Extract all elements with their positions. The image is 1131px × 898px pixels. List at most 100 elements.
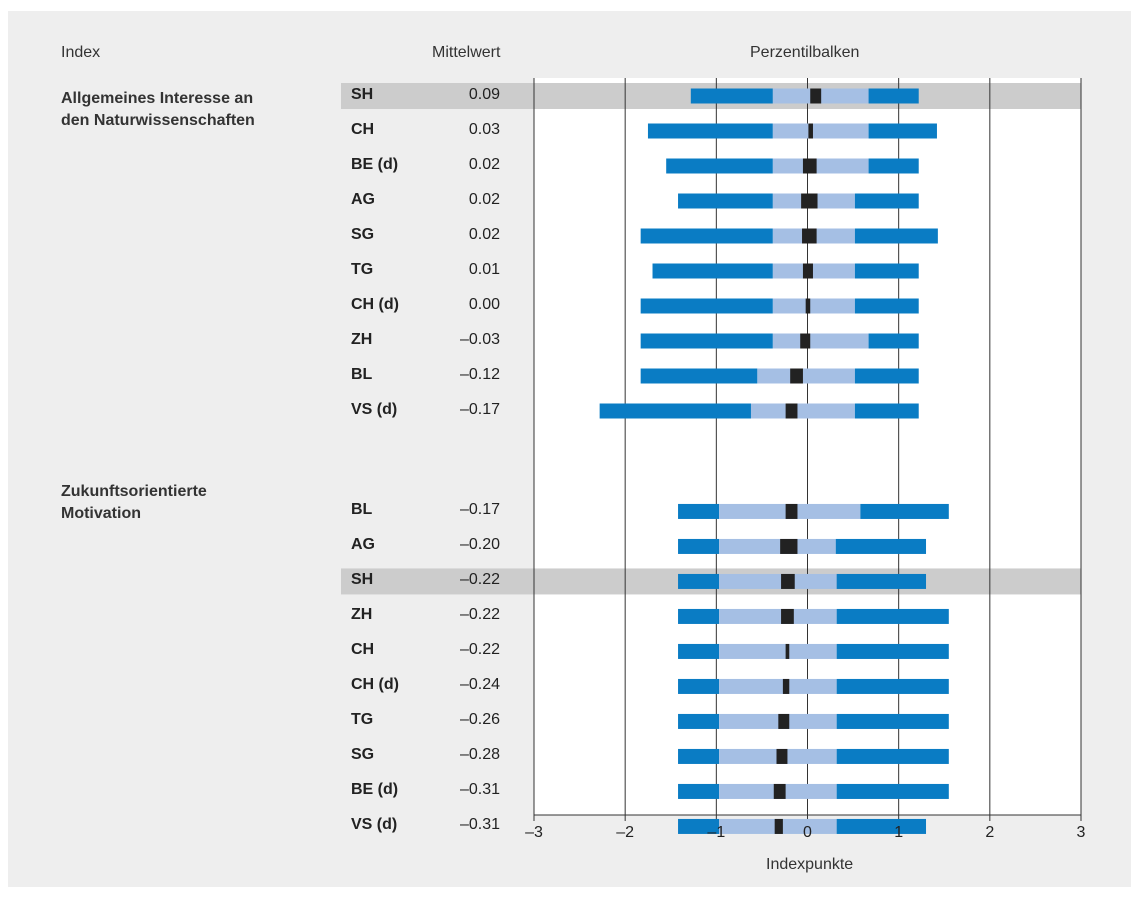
row-mean-value: 0.00: [468, 296, 500, 313]
row-mean-value: –0.22: [459, 571, 500, 589]
row-code: ZH: [351, 606, 373, 624]
x-tick-label: –3: [525, 824, 543, 841]
bar-p25-p75: [719, 573, 837, 589]
mean-marker: [780, 538, 798, 554]
mean-marker: [802, 158, 817, 174]
bar-p25-p75: [750, 403, 855, 419]
row-mean-value: –0.28: [459, 746, 500, 764]
mean-marker: [785, 503, 798, 519]
bar-p75-p95: [835, 538, 927, 554]
row-mean-value: –0.24: [459, 676, 500, 694]
mean-marker: [785, 643, 790, 659]
x-axis-label: Indexpunkte: [766, 856, 854, 873]
row-code: CH: [351, 121, 375, 138]
x-tick-label: 2: [985, 824, 995, 841]
group-label-motivation-line-1: Zukunftsorientierte: [61, 483, 207, 500]
row-mean-value: –0.31: [459, 781, 500, 799]
bar-p75-p95: [836, 573, 927, 589]
mean-marker: [801, 193, 818, 209]
mean-marker: [778, 713, 790, 729]
bar-p75-p95: [836, 678, 949, 694]
x-tick-label: –2: [616, 824, 635, 841]
bar-p25-p75: [772, 298, 855, 314]
mean-header: Mittelwert: [432, 44, 501, 61]
row-code: VS (d): [351, 401, 398, 418]
bar-p5-p25: [678, 818, 720, 834]
bar-p75-p95: [868, 88, 919, 104]
row-code: BE (d): [351, 156, 399, 173]
row-code: BL: [351, 366, 373, 383]
row-mean-value: –0.22: [459, 606, 500, 624]
row-code: CH (d): [351, 676, 399, 694]
row-mean-value: 0.09: [468, 86, 500, 103]
row-mean-value: –0.17: [459, 501, 500, 519]
row-mean-value: 0.02: [468, 226, 500, 243]
bar-p75-p95: [854, 193, 919, 209]
mean-marker: [785, 403, 798, 419]
bar-p5-p25: [640, 333, 773, 349]
row-code: SH: [351, 571, 374, 589]
mean-marker: [800, 333, 811, 349]
row-mean-value: 0.02: [468, 191, 500, 208]
bar-p75-p95: [836, 643, 949, 659]
mean-marker: [805, 298, 811, 314]
bar-p25-p75: [757, 368, 855, 384]
bar-p5-p25: [640, 298, 773, 314]
bar-p25-p75: [719, 608, 837, 624]
bar-p75-p95: [836, 818, 927, 834]
row-mean-value: 0.01: [468, 261, 500, 278]
mean-marker: [790, 368, 803, 384]
bar-p25-p75: [719, 643, 837, 659]
bar-p25-p75: [772, 263, 855, 279]
row-code: AG: [351, 536, 375, 554]
bar-p5-p25: [678, 748, 720, 764]
bar-p5-p25: [640, 228, 773, 244]
row-mean-value: –0.12: [459, 366, 500, 383]
bar-p75-p95: [868, 123, 937, 139]
mean-marker: [773, 783, 786, 799]
mean-marker: [774, 818, 783, 834]
bar-p5-p25: [678, 678, 720, 694]
row-code: CH (d): [351, 296, 399, 313]
bar-p5-p25: [678, 573, 720, 589]
x-tick-label: –1: [707, 824, 726, 841]
row-code: BL: [351, 501, 373, 519]
bar-p75-p95: [836, 608, 949, 624]
mean-marker: [781, 608, 794, 624]
bar-p5-p25: [640, 368, 758, 384]
x-tick-label: 3: [1076, 824, 1086, 841]
bar-p5-p25: [652, 263, 773, 279]
bar-p5-p25: [678, 608, 720, 624]
row-code: ZH: [351, 331, 373, 348]
bar-p75-p95: [868, 158, 919, 174]
row-code: AG: [351, 191, 375, 208]
bar-p5-p25: [666, 158, 773, 174]
row-mean-value: –0.22: [459, 641, 500, 659]
bar-p5-p25: [678, 503, 720, 519]
row-mean-value: –0.17: [459, 401, 500, 418]
row-mean-value: –0.26: [459, 711, 500, 729]
bar-p75-p95: [854, 228, 938, 244]
row-code: CH: [351, 641, 375, 659]
mean-marker: [802, 263, 813, 279]
mean-marker: [776, 748, 788, 764]
row-code: TG: [351, 261, 374, 278]
bar-p25-p75: [719, 678, 837, 694]
row-code: SG: [351, 226, 375, 243]
group-label-interest: Allgemeines Interesse an den Naturwissen…: [61, 88, 255, 132]
bar-p5-p25: [690, 88, 773, 104]
bar-p75-p95: [868, 333, 919, 349]
bar-p75-p95: [836, 713, 949, 729]
row-mean-value: –0.03: [459, 331, 500, 348]
index-header: Index: [61, 44, 101, 61]
bar-p75-p95: [854, 298, 919, 314]
bar-p25-p75: [772, 123, 869, 139]
bar-p5-p25: [647, 123, 773, 139]
x-tick-label: 0: [803, 824, 812, 841]
bar-p75-p95: [836, 783, 949, 799]
group-label-interest-line-2: den Naturwissenschaften: [61, 112, 255, 129]
mean-marker: [781, 573, 795, 589]
bar-p75-p95: [860, 503, 949, 519]
mean-marker: [810, 88, 822, 104]
